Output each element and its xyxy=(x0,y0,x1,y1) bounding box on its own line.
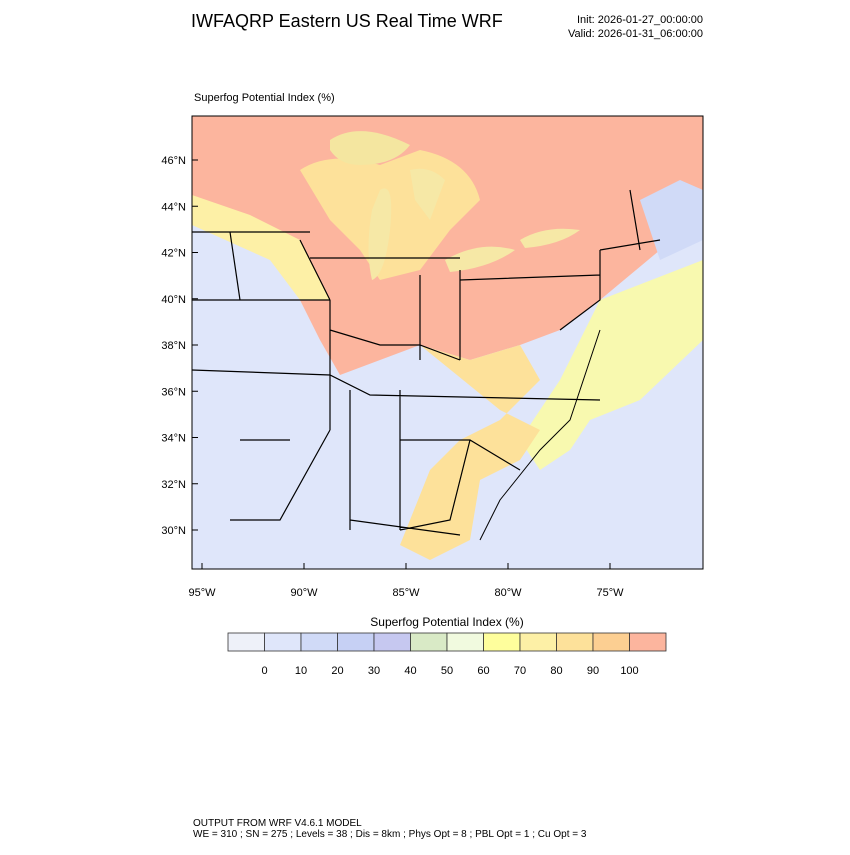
colorbar-box xyxy=(373,632,411,652)
colorbar-tick-label: 70 xyxy=(514,665,526,677)
init-time: Init: 2026-01-27_00:00:00 xyxy=(577,14,703,26)
colorbar-box xyxy=(483,632,521,652)
lat-label: 46°N xyxy=(161,155,186,167)
lat-label: 34°N xyxy=(161,433,186,445)
lon-label: 95°W xyxy=(188,587,216,599)
lon-label: 90°W xyxy=(290,587,318,599)
lat-label: 38°N xyxy=(161,340,186,352)
colorbar-box xyxy=(629,632,667,652)
footer-line: OUTPUT FROM WRF V4.6.1 MODEL xyxy=(193,818,362,829)
colorbar-box xyxy=(592,632,630,652)
lon-label: 75°W xyxy=(596,587,624,599)
lon-label: 80°W xyxy=(494,587,522,599)
lon-label: 85°W xyxy=(392,587,420,599)
valid-time: Valid: 2026-01-31_06:00:00 xyxy=(568,28,703,40)
colorbar-tick-label: 100 xyxy=(620,665,638,677)
colorbar-tick-label: 50 xyxy=(441,665,453,677)
colorbar: 0 10 20 30 40 50 60 70 80 90 100 xyxy=(227,632,667,677)
colorbar-box xyxy=(410,632,448,652)
lat-label: 32°N xyxy=(161,479,186,491)
colorbar-tick-label: 0 xyxy=(261,665,267,677)
map: 46°N 44°N 42°N 40°N 38°N 36°N 34°N 32°N 30°N 95°… xyxy=(161,115,704,599)
colorbar-tick-label: 10 xyxy=(295,665,307,677)
lat-label: 44°N xyxy=(161,201,186,213)
colorbar-tick-label: 40 xyxy=(404,665,416,677)
colorbar-title: Superfog Potential Index (%) xyxy=(370,615,523,629)
colorbar-box xyxy=(264,632,302,652)
lat-label: 40°N xyxy=(161,294,186,306)
colorbar-box xyxy=(446,632,484,652)
colorbar-box xyxy=(227,632,265,652)
colorbar-tick-label: 90 xyxy=(587,665,599,677)
title: IWFAQRP Eastern US Real Time WRF xyxy=(191,11,503,31)
colorbar-box xyxy=(337,632,375,652)
lat-label: 42°N xyxy=(161,248,186,260)
lat-label: 30°N xyxy=(161,525,186,537)
colorbar-box xyxy=(519,632,557,652)
colorbar-tick-label: 20 xyxy=(331,665,343,677)
colorbar-tick-label: 80 xyxy=(550,665,562,677)
colorbar-box xyxy=(556,632,594,652)
colorbar-box xyxy=(300,632,338,652)
lat-label: 36°N xyxy=(161,386,186,398)
colorbar-tick-label: 60 xyxy=(477,665,489,677)
footer-line: WE = 310 ; SN = 275 ; Levels = 38 ; Dis … xyxy=(193,829,587,840)
map-label: Superfog Potential Index (%) xyxy=(194,92,335,104)
colorbar-tick-label: 30 xyxy=(368,665,380,677)
